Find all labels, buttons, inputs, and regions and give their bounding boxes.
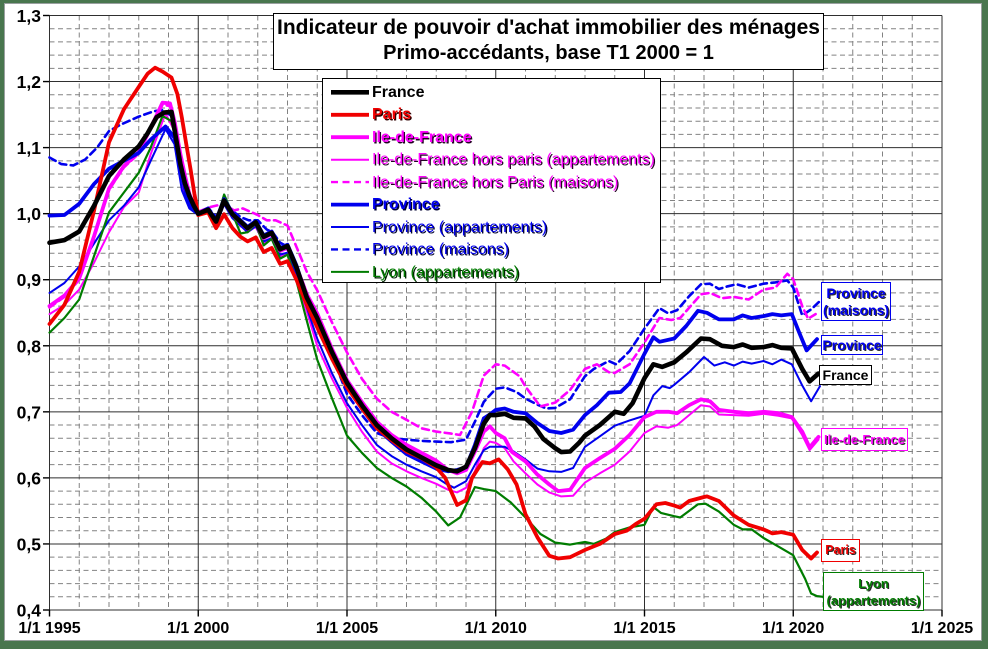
svg-text:0,8: 0,8: [17, 336, 42, 356]
svg-text:1/1 2010: 1/1 2010: [465, 620, 527, 637]
svg-text:0,7: 0,7: [17, 402, 41, 422]
svg-text:1/1 2025: 1/1 2025: [911, 620, 973, 637]
svg-text:0,5: 0,5: [17, 534, 42, 554]
svg-text:0,6: 0,6: [17, 468, 42, 488]
svg-text:1/1 1995: 1/1 1995: [18, 620, 80, 637]
svg-text:1,3: 1,3: [17, 6, 42, 26]
svg-text:0,9: 0,9: [17, 270, 42, 290]
svg-text:1,1: 1,1: [17, 138, 42, 158]
svg-text:1/1 2005: 1/1 2005: [316, 620, 378, 637]
svg-text:0,4: 0,4: [17, 601, 42, 621]
svg-text:1/1 2000: 1/1 2000: [167, 620, 229, 637]
svg-text:1,0: 1,0: [17, 204, 42, 224]
svg-text:1,2: 1,2: [17, 72, 42, 92]
svg-text:1/1 2015: 1/1 2015: [613, 620, 675, 637]
svg-text:1/1 2020: 1/1 2020: [762, 620, 824, 637]
